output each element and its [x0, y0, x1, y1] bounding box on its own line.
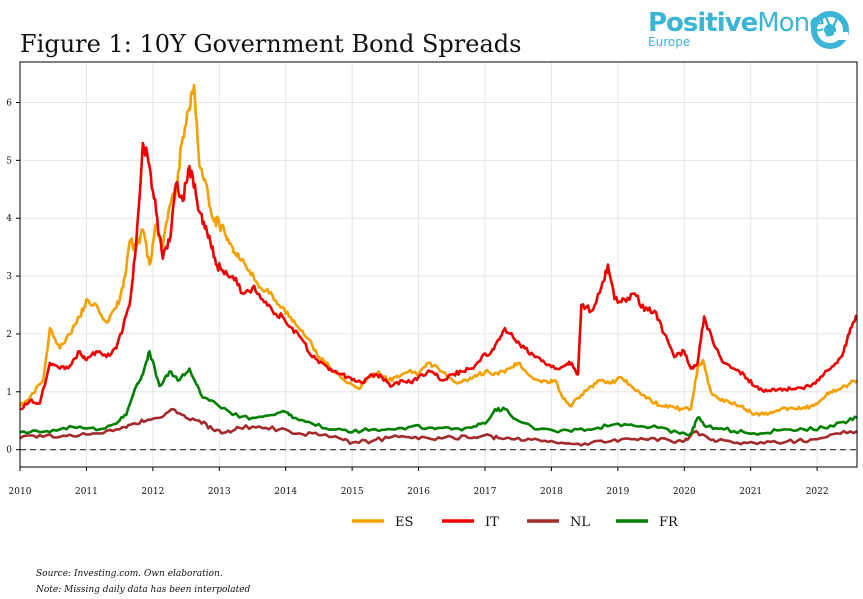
- chart-notes: Source: Investing.com. Own elaboration. …: [36, 566, 250, 598]
- series-line-es: [18, 83, 859, 417]
- positive-money-logo: PositiveMoney Europe: [646, 8, 852, 52]
- chart-title: Figure 1: 10Y Government Bond Spreads: [20, 30, 522, 58]
- y-tick-label: 0: [6, 446, 12, 456]
- legend-label-nl: NL: [570, 515, 590, 530]
- logo-region: Europe: [648, 35, 691, 49]
- axis-ticks: 2010 2011 2012 2013 2014 2015 2016 2017 2018 2019…: [6, 99, 828, 498]
- y-tick-label: 6: [6, 99, 12, 109]
- y-tick-label: 2: [6, 330, 12, 340]
- x-tick-label: 2021: [739, 487, 762, 497]
- legend: ES IT NL FR: [352, 515, 679, 530]
- x-tick-label: 2018: [540, 487, 563, 497]
- x-tick-label: 2015: [341, 487, 364, 497]
- x-tick-label: 2012: [141, 487, 164, 497]
- plot-frame: [19, 61, 858, 468]
- series-line-it: [19, 141, 858, 411]
- logo-word-positive: Positive: [648, 8, 758, 38]
- y-tick-label: 5: [6, 156, 12, 166]
- x-tick-label: 2020: [673, 487, 696, 497]
- x-tick-label: 2017: [474, 487, 497, 497]
- x-tick-label: 2011: [75, 487, 98, 497]
- x-tick-label: 2014: [274, 487, 297, 497]
- legend-label-fr: FR: [659, 515, 679, 530]
- legend-label-it: IT: [485, 515, 499, 530]
- x-tick-label: 2022: [806, 487, 829, 497]
- x-tick-label: 2010: [9, 487, 32, 497]
- x-tick-label: 2013: [208, 487, 231, 497]
- x-tick-label: 2019: [606, 487, 629, 497]
- y-tick-label: 3: [6, 272, 12, 282]
- legend-label-es: ES: [395, 515, 413, 530]
- source-note: Source: Investing.com. Own elaboration.: [36, 569, 223, 579]
- logo-mark-icon: [811, 11, 849, 49]
- interpolation-note: Note: Missing daily data has been interp…: [36, 585, 251, 595]
- series-layer: [18, 83, 859, 447]
- x-tick-label: 2016: [407, 487, 430, 497]
- y-tick-label: 1: [6, 388, 12, 398]
- series-line-fr: [19, 349, 858, 437]
- y-tick-label: 4: [6, 214, 12, 224]
- series-line-nl: [19, 407, 858, 447]
- grid-lines: [19, 62, 857, 467]
